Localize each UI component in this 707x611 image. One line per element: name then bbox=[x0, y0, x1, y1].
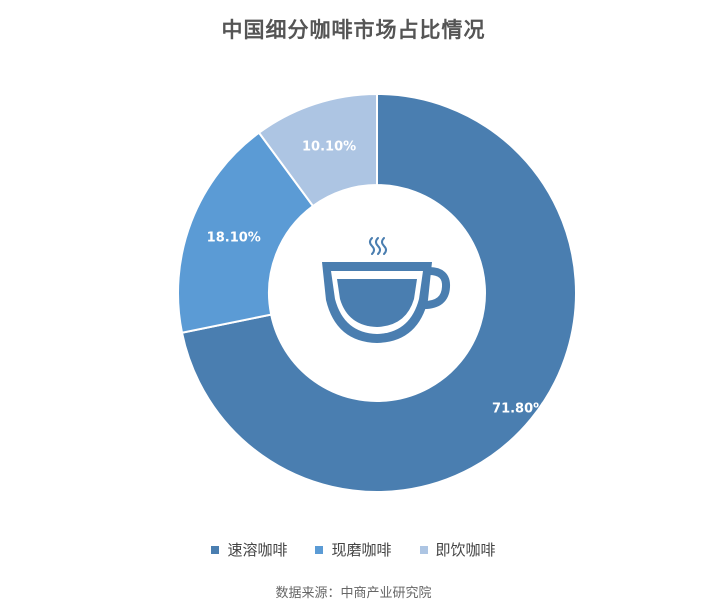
legend-label: 现磨咖啡 bbox=[331, 541, 392, 559]
steam-icon bbox=[369, 237, 387, 255]
data-source: 数据来源：中商产业研究院 bbox=[275, 586, 432, 601]
legend-item-instant: 速溶咖啡 bbox=[211, 539, 287, 560]
legend: 速溶咖啡 现磨咖啡 即饮咖啡 bbox=[0, 539, 707, 560]
legend-item-ready-to-drink: 即饮咖啡 bbox=[419, 539, 496, 560]
data-label: 18.10% bbox=[207, 230, 261, 245]
data-label: 10.10% bbox=[302, 140, 356, 155]
donut-slices bbox=[177, 92, 577, 493]
legend-swatch bbox=[315, 545, 324, 554]
legend-swatch bbox=[419, 545, 428, 554]
slice-instant bbox=[180, 92, 577, 493]
data-label: 71.80% bbox=[492, 402, 546, 417]
legend-label: 即饮咖啡 bbox=[435, 541, 496, 559]
slice-fresh-ground bbox=[177, 131, 315, 334]
legend-label: 速溶咖啡 bbox=[227, 541, 288, 559]
data-labels: 71.80% 18.10% 10.10% bbox=[207, 140, 547, 417]
slice-ready-to-drink bbox=[257, 92, 378, 208]
legend-item-fresh-ground: 现磨咖啡 bbox=[315, 539, 392, 560]
legend-swatch bbox=[211, 545, 220, 554]
coffee-cup-icon bbox=[322, 237, 451, 343]
chart-title: 中国细分咖啡市场占比情况 bbox=[221, 18, 486, 42]
